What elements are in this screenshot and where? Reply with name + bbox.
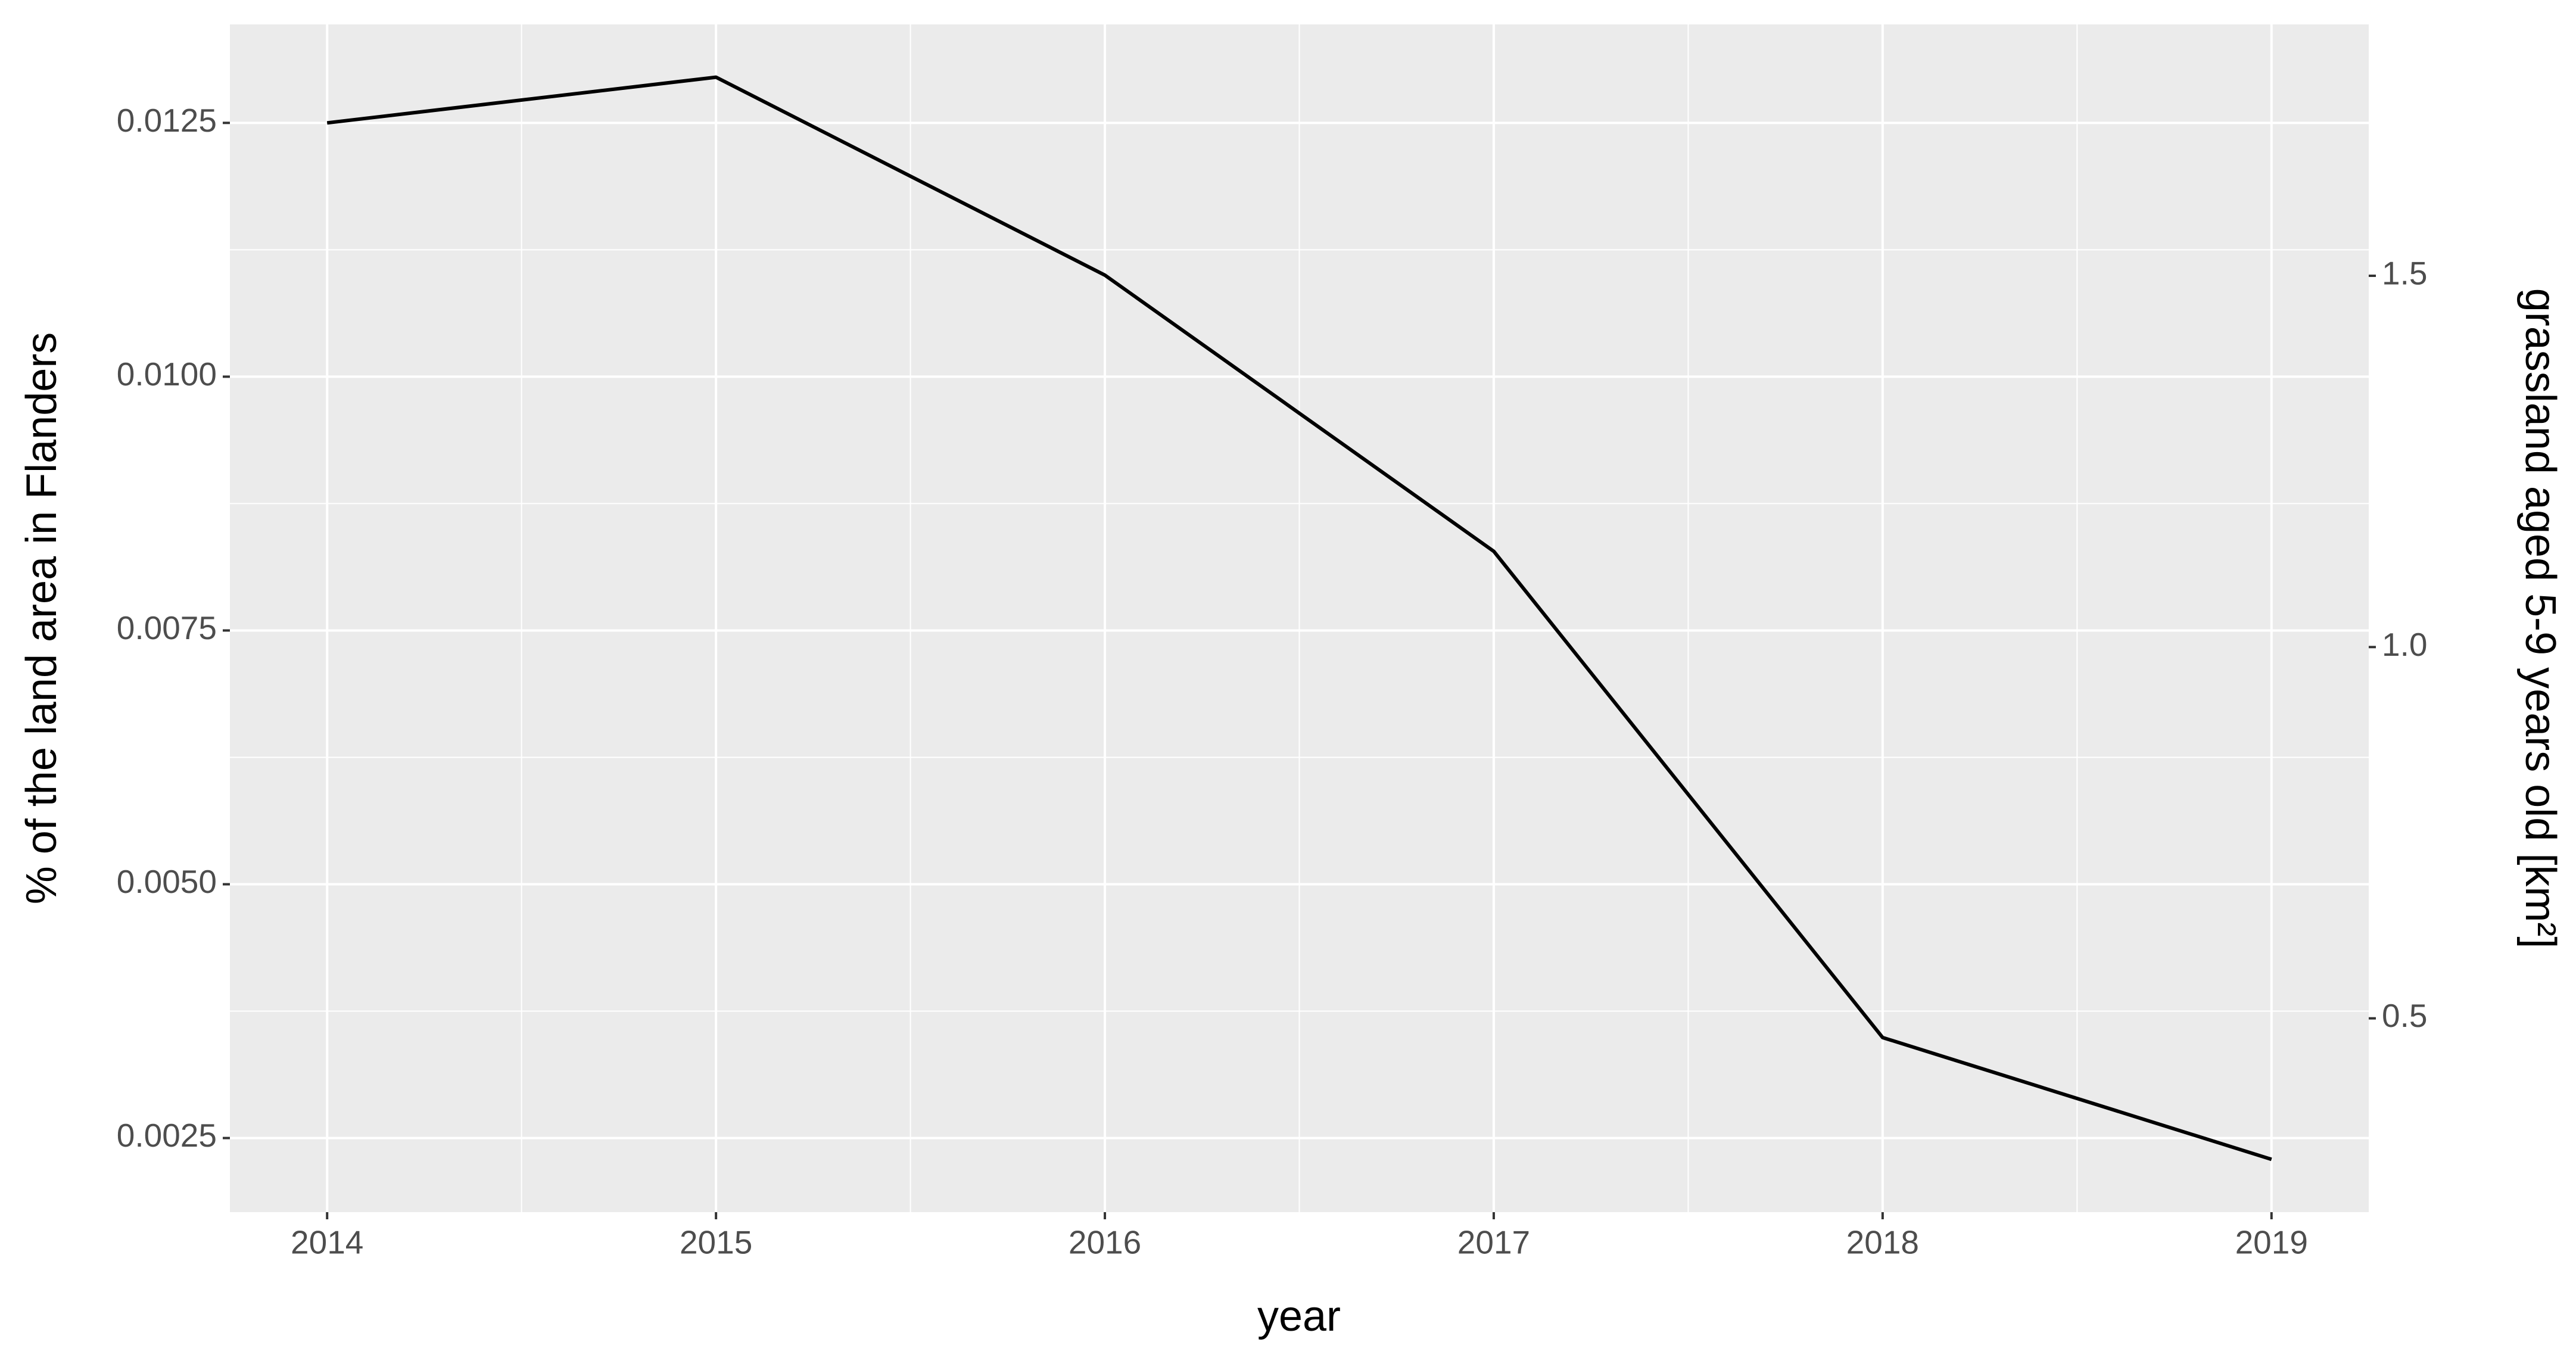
y-tick-label: 0.0025 — [117, 1117, 217, 1154]
y2-tick-label: 1.5 — [2382, 255, 2427, 292]
grid — [230, 24, 2369, 1212]
line-series — [326, 75, 2272, 1162]
x-axis-title: year — [1257, 1293, 1341, 1340]
x-tick-label: 2016 — [1069, 1224, 1141, 1261]
x-tick-label: 2017 — [1457, 1224, 1530, 1261]
marks — [326, 75, 2272, 1162]
y2-tick-label: 0.5 — [2382, 997, 2427, 1034]
x-tick-label: 2014 — [291, 1224, 363, 1261]
y-axis-title: % of the land area in Flanders — [18, 332, 66, 905]
y2-axis-title: grassland aged 5-9 years old [km²] — [2516, 288, 2564, 949]
y-tick-label: 0.0050 — [117, 863, 217, 900]
x-tick-label: 2018 — [1846, 1224, 1919, 1261]
y-tick-label: 0.0125 — [117, 102, 217, 139]
x-tick-label: 2019 — [2235, 1224, 2308, 1261]
y-tick-label: 0.0075 — [117, 609, 217, 646]
x-tick-label: 2015 — [680, 1224, 752, 1261]
y-tick-label: 0.0100 — [117, 356, 217, 393]
y2-tick-label: 1.0 — [2382, 626, 2427, 663]
